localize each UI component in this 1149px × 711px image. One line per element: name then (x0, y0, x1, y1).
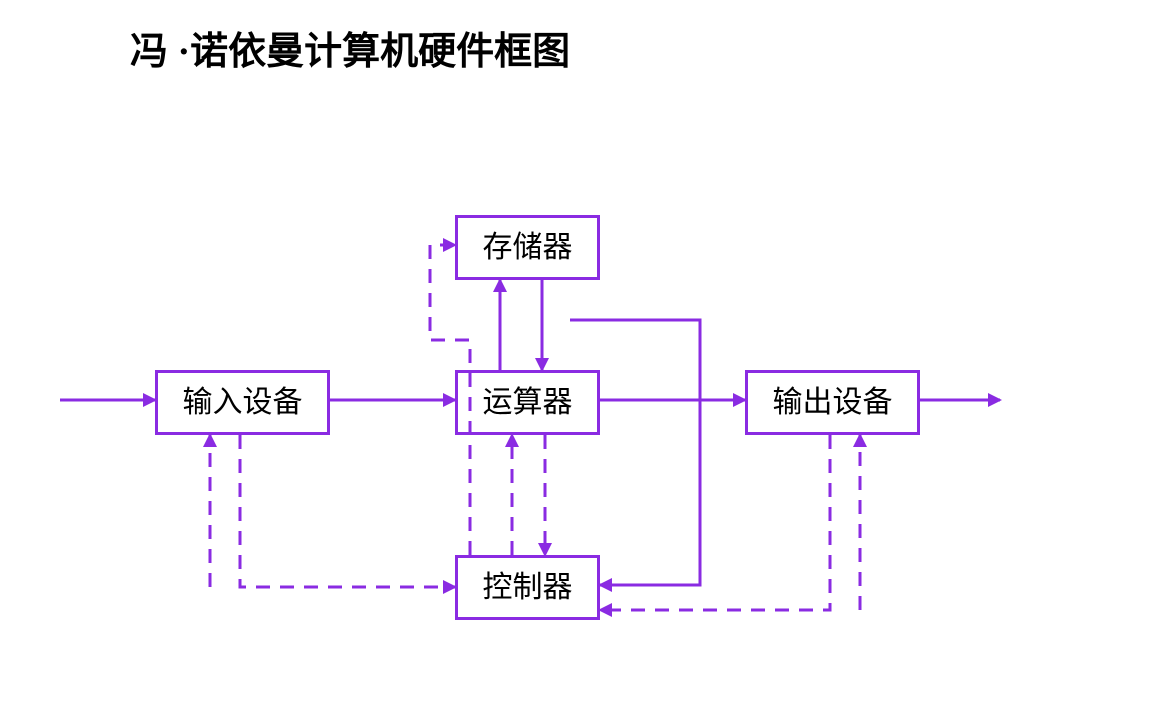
node-control: 控制器 (455, 555, 600, 620)
edge-input-to-ctrl (240, 435, 455, 587)
node-memory: 存储器 (455, 215, 600, 280)
node-output: 输出设备 (745, 370, 920, 435)
edge-memory-to-ctrl (570, 320, 700, 585)
node-alu: 运算器 (455, 370, 600, 435)
node-input: 输入设备 (155, 370, 330, 435)
diagram-canvas: 冯 ·诺依曼计算机硬件框图 存储器输入设备运算器输出设备控制器 (0, 0, 1149, 711)
